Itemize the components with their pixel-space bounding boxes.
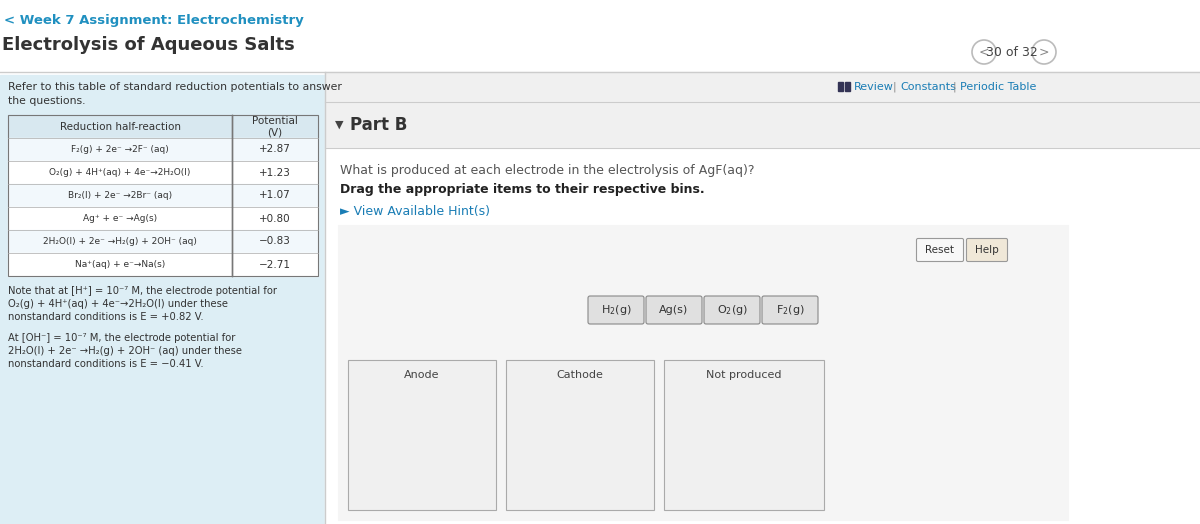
Bar (8, 115, 318, 138)
Bar (348, 360, 496, 510)
Text: Potential
(V): Potential (V) (252, 116, 298, 137)
Bar (8, 230, 318, 253)
Text: Electrolysis of Aqueous Salts: Electrolysis of Aqueous Salts (2, 36, 295, 54)
Bar (325, 102, 1200, 148)
Text: Anode: Anode (404, 370, 439, 380)
Text: Reduction half-reaction: Reduction half-reaction (60, 122, 180, 132)
Text: Help: Help (976, 245, 998, 255)
Bar (8, 207, 318, 230)
Bar (8, 115, 318, 276)
Text: Constants: Constants (900, 82, 956, 92)
Text: Ag(s): Ag(s) (659, 305, 689, 315)
Bar (0, 75, 325, 524)
Text: At [OH⁻] = 10⁻⁷ M, the electrode potential for: At [OH⁻] = 10⁻⁷ M, the electrode potenti… (8, 333, 235, 343)
Text: +0.80: +0.80 (259, 213, 290, 224)
Text: −0.83: −0.83 (259, 236, 290, 246)
Bar (8, 253, 318, 276)
Text: ► View Available Hint(s): ► View Available Hint(s) (340, 205, 490, 218)
Text: +1.23: +1.23 (259, 168, 290, 178)
Text: |: | (893, 82, 896, 92)
Text: Review: Review (854, 82, 894, 92)
Text: nonstandard conditions is E = −0.41 V.: nonstandard conditions is E = −0.41 V. (8, 359, 204, 369)
Text: Periodic Table: Periodic Table (960, 82, 1037, 92)
Text: Br₂(l) + 2e⁻ →2Br⁻ (aq): Br₂(l) + 2e⁻ →2Br⁻ (aq) (68, 191, 172, 200)
FancyBboxPatch shape (704, 296, 760, 324)
Text: +1.07: +1.07 (259, 191, 290, 201)
FancyBboxPatch shape (762, 296, 818, 324)
Text: |: | (953, 82, 956, 92)
Text: 2H₂O(l) + 2e⁻ →H₂(g) + 2OH⁻ (aq) under these: 2H₂O(l) + 2e⁻ →H₂(g) + 2OH⁻ (aq) under t… (8, 346, 242, 356)
Text: Na⁺(aq) + e⁻→Na(s): Na⁺(aq) + e⁻→Na(s) (74, 260, 166, 269)
Text: O₂(g) + 4H⁺(aq) + 4e⁻→2H₂O(l): O₂(g) + 4H⁺(aq) + 4e⁻→2H₂O(l) (49, 168, 191, 177)
Text: Cathode: Cathode (557, 370, 604, 380)
Text: Drag the appropriate items to their respective bins.: Drag the appropriate items to their resp… (340, 183, 704, 196)
FancyBboxPatch shape (646, 296, 702, 324)
Text: Refer to this table of standard reduction potentials to answer
the questions.: Refer to this table of standard reductio… (8, 82, 342, 106)
Text: Note that at [H⁺] = 10⁻⁷ M, the electrode potential for: Note that at [H⁺] = 10⁻⁷ M, the electrod… (8, 286, 277, 296)
Text: ▼: ▼ (335, 120, 343, 130)
FancyBboxPatch shape (966, 238, 1008, 261)
Bar (506, 360, 654, 510)
Text: Not produced: Not produced (707, 370, 781, 380)
Text: Ag⁺ + e⁻ →Ag(s): Ag⁺ + e⁻ →Ag(s) (83, 214, 157, 223)
Text: <: < (979, 46, 989, 59)
Text: −2.71: −2.71 (259, 259, 292, 269)
Text: 30 of 32: 30 of 32 (986, 46, 1038, 59)
Bar (845, 82, 850, 91)
Bar (8, 184, 318, 207)
Bar (325, 72, 1200, 102)
Text: Part B: Part B (350, 116, 407, 134)
Text: 2H₂O(l) + 2e⁻ →H₂(g) + 2OH⁻ (aq): 2H₂O(l) + 2e⁻ →H₂(g) + 2OH⁻ (aq) (43, 237, 197, 246)
Text: F₂(g) + 2e⁻ →2F⁻ (aq): F₂(g) + 2e⁻ →2F⁻ (aq) (71, 145, 169, 154)
FancyBboxPatch shape (588, 296, 644, 324)
Text: H$_2$(g): H$_2$(g) (601, 303, 631, 317)
Text: What is produced at each electrode in the electrolysis of AgF(aq)?: What is produced at each electrode in th… (340, 164, 755, 177)
Text: O₂(g) + 4H⁺(aq) + 4e⁻→2H₂O(l) under these: O₂(g) + 4H⁺(aq) + 4e⁻→2H₂O(l) under thes… (8, 299, 228, 309)
Text: F$_2$(g): F$_2$(g) (775, 303, 804, 317)
Text: < Week 7 Assignment: Electrochemistry: < Week 7 Assignment: Electrochemistry (4, 14, 304, 27)
Bar (838, 82, 842, 91)
Text: >: > (1039, 46, 1049, 59)
Bar (338, 225, 1068, 520)
Bar (8, 138, 318, 161)
Bar (325, 148, 1200, 524)
Text: O$_2$(g): O$_2$(g) (716, 303, 748, 317)
Bar (8, 161, 318, 184)
Text: nonstandard conditions is E = +0.82 V.: nonstandard conditions is E = +0.82 V. (8, 312, 204, 322)
Text: Reset: Reset (925, 245, 954, 255)
Bar (664, 360, 824, 510)
Text: +2.87: +2.87 (259, 145, 290, 155)
FancyBboxPatch shape (917, 238, 964, 261)
